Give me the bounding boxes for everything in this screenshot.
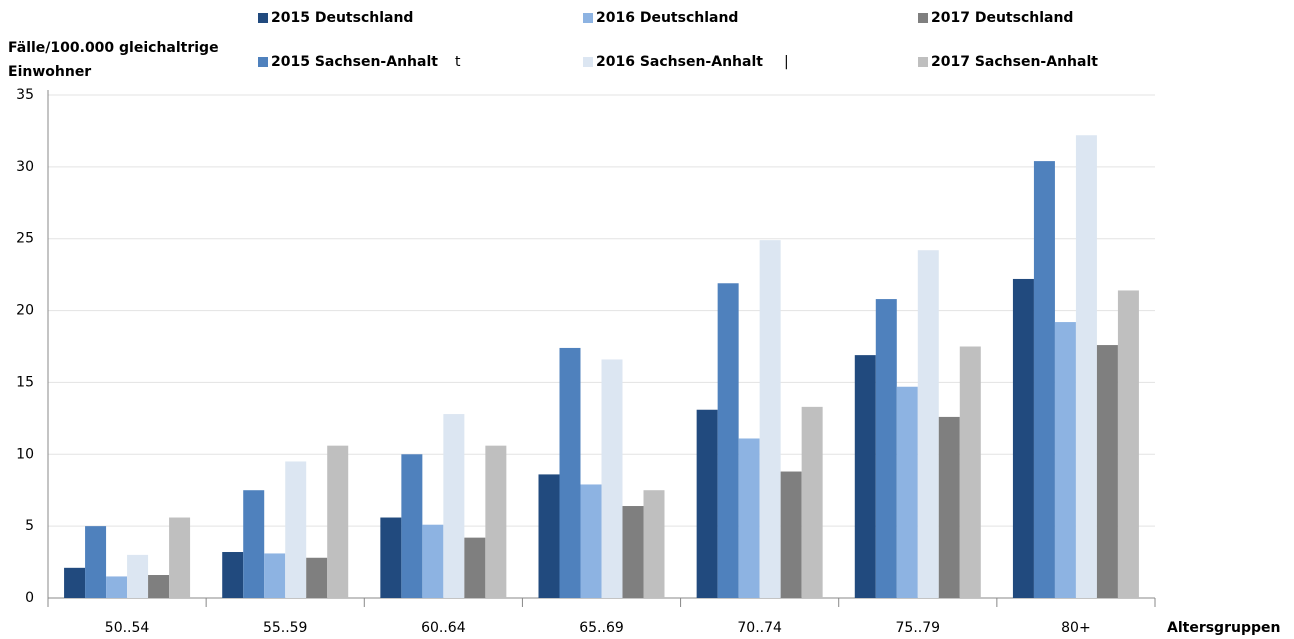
y-tick-label: 30 — [16, 159, 34, 175]
legend-label: 2016 Deutschland — [596, 10, 738, 26]
bar — [875, 299, 897, 598]
bar — [696, 409, 718, 598]
y-tick-label: 15 — [16, 374, 34, 390]
y-tick-label: 25 — [16, 231, 34, 247]
x-tick-label: 55..59 — [263, 620, 308, 636]
annotation: t — [455, 54, 461, 70]
bar — [538, 474, 560, 598]
legend-swatch — [918, 13, 928, 23]
bar — [106, 576, 128, 598]
bar — [759, 240, 781, 598]
bar — [85, 526, 107, 598]
x-tick-label: 60..64 — [421, 620, 466, 636]
bar — [485, 445, 507, 598]
bar — [401, 454, 423, 598]
x-axis-label: Altersgruppen — [1167, 620, 1280, 636]
bar — [601, 359, 623, 598]
bar — [380, 517, 402, 598]
bar — [464, 537, 486, 598]
bar — [622, 506, 644, 598]
bar — [738, 438, 760, 598]
bar — [917, 250, 939, 598]
bar — [148, 575, 170, 598]
bar — [1096, 345, 1118, 598]
bar — [422, 524, 444, 598]
bar — [1012, 278, 1034, 598]
bar — [643, 490, 665, 598]
y-tick-label: 20 — [16, 303, 34, 319]
bar — [580, 484, 602, 598]
legend-swatch — [258, 57, 268, 67]
annotation: | — [784, 54, 789, 70]
bar — [959, 346, 981, 598]
legend-label: 2016 Sachsen-Anhalt — [596, 54, 763, 70]
bar — [264, 553, 286, 598]
bar — [169, 517, 191, 598]
y-axis-label: Fälle/100.000 gleichaltrige Einwohner — [8, 40, 219, 80]
y-tick-label: 0 — [25, 590, 34, 606]
y-tick-label: 35 — [16, 87, 34, 103]
x-tick-label: 70..74 — [737, 620, 782, 636]
x-tick-label: 50..54 — [105, 620, 150, 636]
legend-label: 2015 Deutschland — [271, 10, 413, 26]
legend-swatch — [918, 57, 928, 67]
legend-label: 2017 Sachsen-Anhalt — [931, 54, 1098, 70]
bar — [780, 471, 802, 598]
x-tick-label: 75..79 — [896, 620, 941, 636]
bar — [443, 414, 465, 598]
bar — [243, 490, 265, 598]
bar — [1033, 161, 1055, 598]
bar — [801, 406, 823, 598]
x-tick-label: 80+ — [1061, 620, 1091, 636]
bar — [717, 283, 739, 598]
bar — [64, 567, 86, 598]
x-tick-label: 65..69 — [579, 620, 624, 636]
legend-label: 2017 Deutschland — [931, 10, 1073, 26]
bar — [896, 386, 918, 598]
bar — [327, 445, 349, 598]
bar — [1117, 290, 1139, 598]
y-tick-label: 10 — [16, 446, 34, 462]
bar — [1075, 135, 1097, 599]
bar — [854, 355, 876, 598]
bar — [222, 552, 244, 598]
bar — [559, 347, 581, 598]
bar — [285, 461, 307, 598]
y-tick-label: 5 — [25, 518, 34, 534]
legend-swatch — [583, 13, 593, 23]
legend-swatch — [258, 13, 268, 23]
bar — [1054, 322, 1076, 598]
legend-swatch — [583, 57, 593, 67]
bar — [127, 554, 149, 598]
bar — [938, 416, 960, 598]
bar — [306, 557, 328, 598]
legend-label: 2015 Sachsen-Anhalt — [271, 54, 438, 70]
